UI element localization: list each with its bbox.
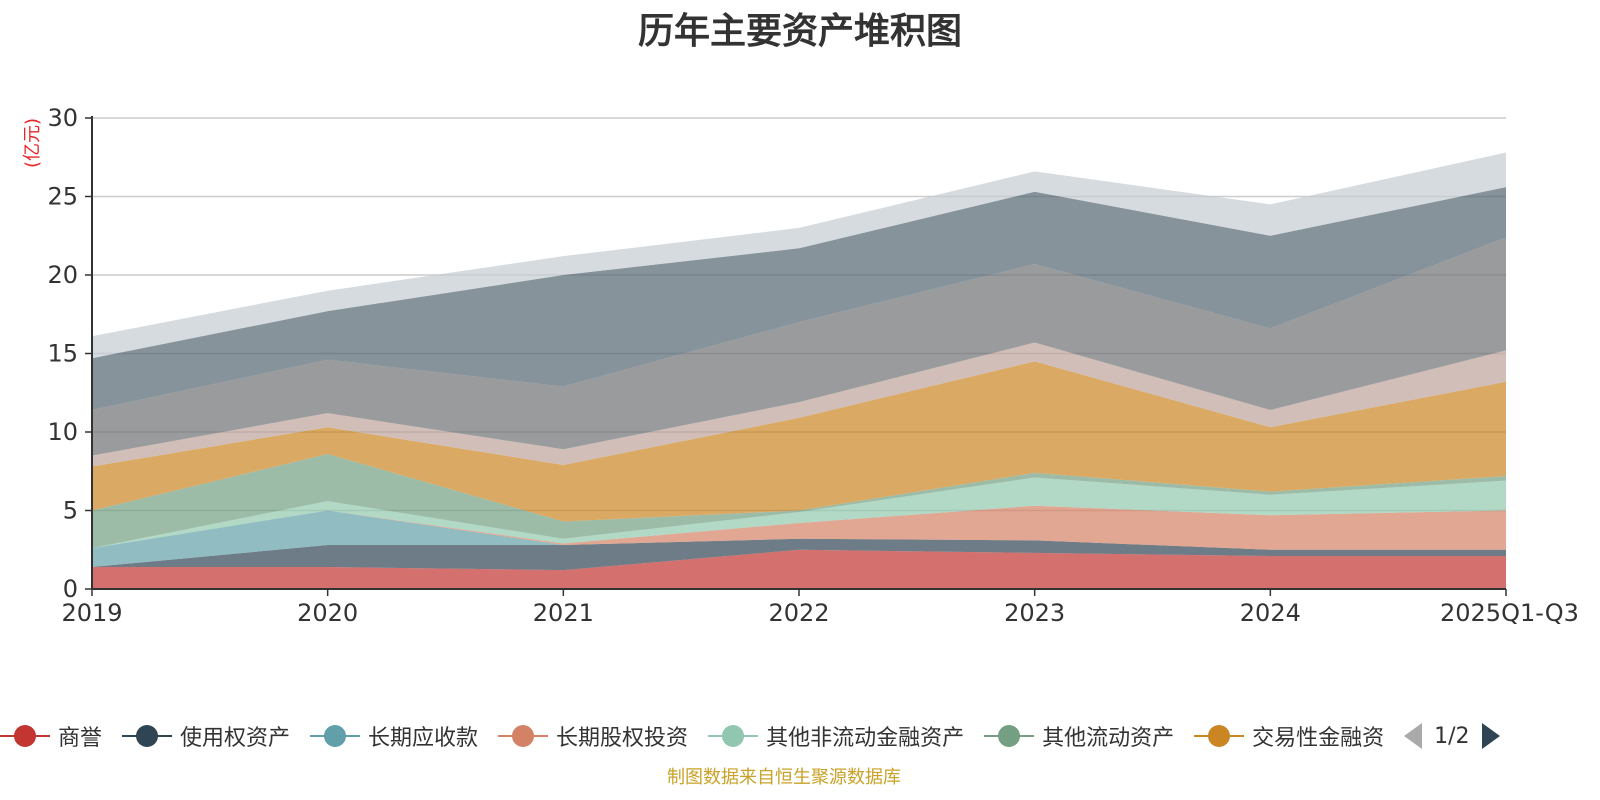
- y-tick-label: 0: [63, 575, 78, 603]
- legend-item[interactable]: 其他流动资产: [984, 720, 1174, 752]
- legend-item[interactable]: 长期应收款: [310, 720, 478, 752]
- y-tick-label: 15: [47, 340, 78, 368]
- legend-item[interactable]: 长期股权投资: [498, 720, 688, 752]
- legend-page-indicator: 1/2: [1434, 723, 1470, 749]
- legend-marker-icon: [984, 723, 1035, 749]
- area-series-3[interactable]: [92, 510, 1506, 568]
- y-axis-label: (亿元): [22, 118, 43, 168]
- area-series-7[interactable]: [92, 361, 1506, 522]
- legend-marker-icon: [708, 723, 759, 749]
- x-tick-label: 2019: [61, 599, 122, 627]
- legend-item[interactable]: 其他非流动金融资产: [708, 720, 964, 752]
- x-tick-label: 2020: [297, 599, 358, 627]
- stacked-area-chart: 0 5 10 15 20 25 30 2019 2020 2021 2022 2023 2024 2025…: [22, 104, 1579, 627]
- legend-label: 商誉: [58, 726, 103, 751]
- area-layer: [92, 152, 1506, 589]
- area-series-1[interactable]: [92, 549, 1506, 589]
- legend-label: 交易性金融资: [1252, 726, 1385, 751]
- y-tick-label: 30: [47, 104, 78, 132]
- area-series-11[interactable]: [92, 152, 1506, 359]
- axes: 0 5 10 15 20 25 30 2019 2020 2021 2022 2023 2024 2025…: [47, 104, 1578, 627]
- x-tick-label: 2022: [768, 599, 829, 627]
- chart-title: 历年主要资产堆积图: [637, 10, 962, 51]
- legend: 商誉 使用权资产 长期应收款 长期股权投资 其他非流动金融资产 其他流动资产 交易性金融资 1…: [0, 716, 1600, 756]
- x-tick-label: 2024: [1240, 599, 1301, 627]
- legend-label: 长期股权投资: [556, 726, 689, 751]
- legend-item[interactable]: 商誉: [0, 720, 102, 752]
- x-tick-label: 2021: [533, 599, 594, 627]
- legend-label: 使用权资产: [180, 726, 291, 751]
- legend-item[interactable]: 使用权资产: [122, 720, 290, 752]
- source-note: 制图数据来自恒生聚源数据库: [667, 767, 901, 788]
- legend-next-page-icon[interactable]: [1481, 723, 1500, 749]
- legend-label: 其他流动资产: [1042, 726, 1175, 751]
- legend-label: 其他非流动金融资产: [766, 726, 965, 751]
- y-tick-label: 20: [47, 261, 78, 289]
- y-tick-label: 25: [47, 183, 78, 211]
- legend-marker-icon: [1194, 723, 1245, 749]
- legend-marker-icon: [0, 723, 50, 749]
- legend-pager: 1/2: [1404, 723, 1500, 749]
- legend-label: 长期应收款: [368, 726, 479, 751]
- x-tick-label: 2023: [1004, 599, 1065, 627]
- area-series-2[interactable]: [92, 538, 1506, 571]
- area-series-6[interactable]: [92, 453, 1506, 549]
- legend-item[interactable]: 交易性金融资: [1194, 720, 1384, 752]
- legend-marker-icon: [310, 723, 361, 749]
- y-tick-label: 5: [63, 497, 78, 525]
- legend-prev-page-icon[interactable]: [1404, 723, 1423, 749]
- area-series-10[interactable]: [92, 187, 1506, 411]
- area-series-4[interactable]: [92, 505, 1506, 550]
- area-series-5[interactable]: [92, 477, 1506, 549]
- legend-marker-icon: [498, 723, 549, 749]
- legend-marker-icon: [122, 723, 173, 749]
- x-tick-label: 2025Q1-Q3: [1440, 599, 1579, 627]
- y-tick-label: 10: [47, 418, 78, 446]
- area-series-9[interactable]: [92, 237, 1506, 456]
- area-series-8[interactable]: [92, 342, 1506, 467]
